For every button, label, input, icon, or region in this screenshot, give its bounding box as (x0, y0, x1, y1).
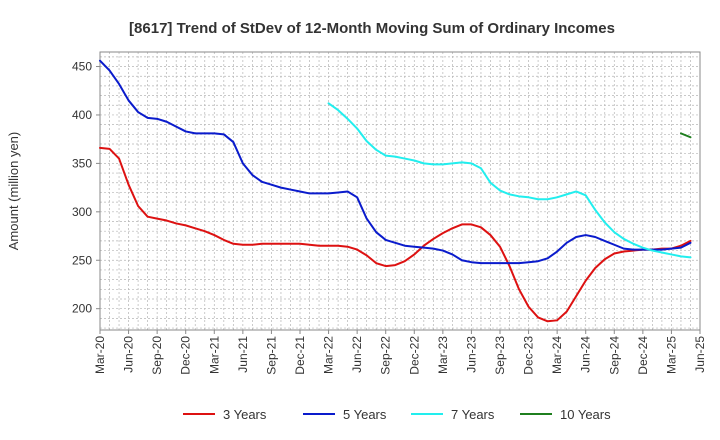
y-tick-label: 300 (72, 205, 92, 219)
legend-label: 3 Years (223, 407, 267, 422)
x-tick-label: Jun-23 (464, 336, 478, 373)
series-lines (99, 59, 692, 323)
x-tick-label: Mar-21 (207, 336, 221, 374)
x-tick-label: Sep-23 (493, 336, 507, 375)
legend-label: 10 Years (560, 407, 611, 422)
x-tick-label: Jun-22 (350, 336, 364, 373)
x-tick-label: Jun-24 (579, 336, 593, 373)
x-tick-label: Dec-20 (179, 336, 193, 375)
legend-label: 5 Years (343, 407, 387, 422)
y-tick-label: 350 (72, 156, 92, 170)
x-tick-label: Dec-24 (636, 336, 650, 375)
x-tick-label: Sep-21 (264, 336, 278, 375)
x-tick-label: Dec-22 (407, 336, 421, 375)
x-tick-label: Mar-22 (322, 336, 336, 374)
x-axis-ticks: Mar-20 Jun-20 Sep-20 Dec-20 Mar-21 Jun-21 Sep-… (93, 330, 707, 375)
x-tick-label: Jun-21 (236, 336, 250, 373)
plot-area (100, 52, 700, 330)
y-tick-label: 400 (72, 108, 92, 122)
y-tick-label: 250 (72, 253, 92, 267)
x-tick-label: Mar-25 (664, 336, 678, 374)
series-line-3-years (99, 146, 692, 323)
y-tick-label: 450 (72, 60, 92, 74)
x-tick-label: Mar-20 (93, 336, 107, 374)
y-tick-label: 200 (72, 302, 92, 316)
x-tick-label: Jun-20 (122, 336, 136, 373)
horizontal-gridlines (100, 56, 700, 329)
x-tick-label: Sep-20 (150, 336, 164, 375)
x-tick-label: Dec-21 (293, 336, 307, 375)
x-tick-label: Sep-24 (607, 336, 621, 375)
x-tick-label: Sep-22 (379, 336, 393, 375)
chart-title: [8617] Trend of StDev of 12-Month Moving… (129, 20, 615, 37)
x-tick-label: Jun-25 (693, 336, 707, 373)
x-tick-label: Dec-23 (522, 336, 536, 375)
series-line-7-years (327, 102, 692, 259)
series-line-10-years (679, 132, 692, 139)
x-tick-label: Mar-23 (436, 336, 450, 374)
x-tick-label: Mar-24 (550, 336, 564, 374)
series-line-5-years (99, 59, 692, 265)
legend-label: 7 Years (451, 407, 495, 422)
legend: 3 Years 5 Years 7 Years 10 Years (183, 407, 611, 422)
y-axis-ticks: 200 250 300 350 400 450 (72, 60, 100, 316)
y-axis-label: Amount (million yen) (6, 132, 21, 251)
plot-frame (99, 51, 701, 331)
